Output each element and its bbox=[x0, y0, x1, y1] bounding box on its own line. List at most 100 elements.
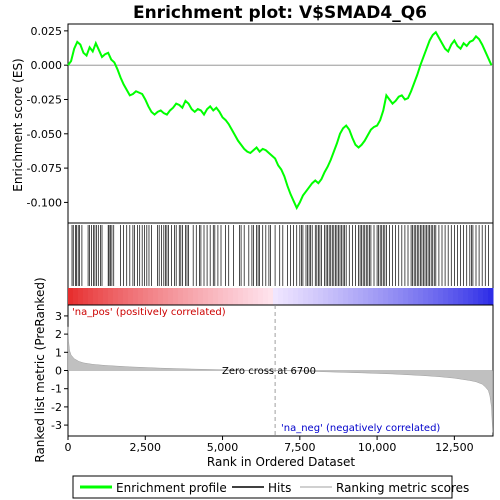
heat-cell bbox=[338, 288, 344, 305]
enrichment-profile-line bbox=[67, 30, 493, 211]
rank-heat-bar bbox=[68, 288, 494, 305]
heat-cell bbox=[258, 288, 264, 305]
heat-cell bbox=[193, 288, 199, 305]
x-tick-label: 0 bbox=[65, 441, 72, 454]
metric-y-ticks: 3 2 1 0 -1 -2 -3 bbox=[51, 310, 68, 432]
heat-cell bbox=[238, 288, 244, 305]
metric-y-tick-label: 0 bbox=[55, 365, 62, 378]
heat-cell bbox=[438, 288, 444, 305]
es-y-tick-label: 0.000 bbox=[31, 59, 63, 72]
heat-cell bbox=[368, 288, 374, 305]
heat-cell bbox=[73, 288, 79, 305]
heat-cell bbox=[308, 288, 314, 305]
heat-cell bbox=[68, 288, 74, 305]
heat-cell bbox=[223, 288, 229, 305]
heat-cell bbox=[328, 288, 334, 305]
heat-cell bbox=[218, 288, 224, 305]
x-axis-label: Rank in Ordered Dataset bbox=[207, 455, 355, 469]
heat-cell bbox=[143, 288, 149, 305]
heat-cell bbox=[213, 288, 219, 305]
heat-cell bbox=[168, 288, 174, 305]
heat-cell bbox=[363, 288, 369, 305]
heat-cell bbox=[403, 288, 409, 305]
heat-cell bbox=[313, 288, 319, 305]
x-tick-label: 5,000 bbox=[207, 441, 239, 454]
heat-cell bbox=[393, 288, 399, 305]
heat-cell bbox=[288, 288, 294, 305]
heat-cell bbox=[253, 288, 259, 305]
metric-y-tick-label: -1 bbox=[51, 383, 62, 396]
metric-y-tick-label: 2 bbox=[55, 328, 62, 341]
heat-cell bbox=[318, 288, 324, 305]
heat-cell bbox=[348, 288, 354, 305]
heat-cell bbox=[458, 288, 464, 305]
heat-cell bbox=[483, 288, 489, 305]
heat-cell bbox=[268, 288, 274, 305]
heat-cell bbox=[433, 288, 439, 305]
heat-cell bbox=[123, 288, 129, 305]
x-tick-label: 7,500 bbox=[284, 441, 316, 454]
es-y-tick-label: -0.025 bbox=[27, 93, 62, 106]
heat-cell bbox=[88, 288, 94, 305]
heat-cell bbox=[103, 288, 109, 305]
x-tick-label: 10,000 bbox=[358, 441, 397, 454]
heat-cell bbox=[418, 288, 424, 305]
heat-cell bbox=[93, 288, 99, 305]
es-panel: 0.025 0.000 -0.025 -0.050 -0.075 -0.100 Enric… bbox=[11, 23, 494, 224]
metric-y-label: Ranked list metric (PreRanked) bbox=[33, 277, 47, 462]
heat-cell bbox=[78, 288, 84, 305]
heat-cell bbox=[468, 288, 474, 305]
heat-cell bbox=[378, 288, 384, 305]
heat-cell bbox=[303, 288, 309, 305]
heat-cell bbox=[173, 288, 179, 305]
heat-cell bbox=[153, 288, 159, 305]
metric-y-tick-label: -3 bbox=[51, 419, 62, 432]
heat-cell bbox=[228, 288, 234, 305]
heat-cell bbox=[388, 288, 394, 305]
heat-cell bbox=[408, 288, 414, 305]
hits-panel bbox=[67, 222, 494, 306]
heat-cell bbox=[343, 288, 349, 305]
negative-correlation-label: 'na_neg' (negatively correlated) bbox=[281, 423, 440, 434]
heat-cell bbox=[448, 288, 454, 305]
heat-cell bbox=[198, 288, 204, 305]
heat-cell bbox=[188, 288, 194, 305]
es-panel-frame bbox=[67, 23, 494, 224]
es-y-tick-label: -0.050 bbox=[27, 128, 62, 141]
heat-cell bbox=[298, 288, 304, 305]
heat-cell bbox=[423, 288, 429, 305]
x-tick-label: 2,500 bbox=[130, 441, 162, 454]
heat-cell bbox=[243, 288, 249, 305]
ranking-metric-area bbox=[67, 326, 493, 433]
heat-cell bbox=[208, 288, 214, 305]
heat-cell bbox=[178, 288, 184, 305]
es-y-tick-label: 0.025 bbox=[31, 25, 63, 38]
metric-y-tick-label: 3 bbox=[55, 310, 62, 323]
heat-cell bbox=[473, 288, 479, 305]
metric-y-tick-label: -2 bbox=[51, 401, 62, 414]
heat-cell bbox=[443, 288, 449, 305]
heat-cell bbox=[353, 288, 359, 305]
x-tick-label: 12,500 bbox=[435, 441, 474, 454]
positive-correlation-label: 'na_pos' (positively correlated) bbox=[72, 307, 226, 318]
metric-y-tick-label: 1 bbox=[55, 346, 62, 359]
heat-cell bbox=[233, 288, 239, 305]
heat-cell bbox=[158, 288, 164, 305]
heat-cell bbox=[263, 288, 269, 305]
heat-cell bbox=[398, 288, 404, 305]
heat-cell bbox=[453, 288, 459, 305]
heat-cell bbox=[373, 288, 379, 305]
heat-cell bbox=[138, 288, 144, 305]
legend-label-metric: Ranking metric scores bbox=[336, 481, 469, 495]
es-y-tick-label: -0.100 bbox=[27, 196, 62, 209]
metric-panel: 3 2 1 0 -1 -2 -3 'na_pos' (positively correlat… bbox=[33, 277, 494, 463]
heat-cell bbox=[488, 288, 494, 305]
zero-cross-label: Zero cross at 6700 bbox=[222, 366, 316, 377]
heat-cell bbox=[413, 288, 419, 305]
heat-cell bbox=[323, 288, 329, 305]
heat-cell bbox=[383, 288, 389, 305]
heat-cell bbox=[83, 288, 89, 305]
heat-cell bbox=[273, 288, 279, 305]
heat-cell bbox=[98, 288, 104, 305]
x-axis-ticks: 0 2,500 5,000 7,500 10,000 12,500 bbox=[65, 436, 474, 454]
